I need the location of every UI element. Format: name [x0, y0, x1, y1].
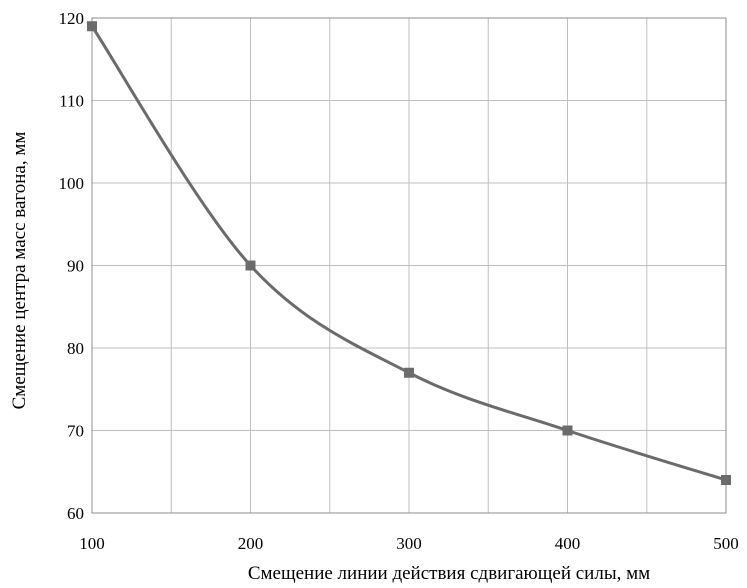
x-tick-label-4: 500: [713, 534, 739, 553]
data-point-marker-3: [562, 425, 573, 436]
grid: [91, 17, 727, 514]
x-tick-labels: 100 200 300 400 500: [79, 534, 739, 553]
x-tick-label-1: 200: [238, 534, 264, 553]
x-tick-label-3: 400: [555, 534, 581, 553]
y-tick-label-1: 70: [67, 422, 84, 441]
x-tick-label-2: 300: [396, 534, 422, 553]
markers: [87, 21, 731, 485]
data-point-marker-2: [404, 367, 414, 378]
y-tick-labels: 60 70 80 90 100 110 120: [59, 9, 85, 523]
y-tick-label-5: 110: [59, 92, 84, 111]
y-tick-label-6: 120: [59, 9, 85, 28]
series-line: [90, 25, 727, 482]
y-axis-title: Смещение центра масс вагона, мм: [9, 132, 30, 410]
data-point-marker-4: [721, 475, 731, 485]
data-point-marker-0: [87, 21, 97, 32]
y-tick-label-2: 80: [67, 339, 84, 358]
y-tick-label-0: 60: [67, 504, 84, 523]
x-tick-label-0: 100: [79, 534, 105, 553]
y-tick-label-4: 100: [59, 174, 85, 193]
x-axis-title: Смещение линии действия сдвигающей силы,…: [248, 563, 650, 584]
plot-frame: [91, 17, 727, 514]
data-point-marker-1: [245, 260, 256, 271]
y-tick-label-3: 90: [67, 257, 84, 276]
